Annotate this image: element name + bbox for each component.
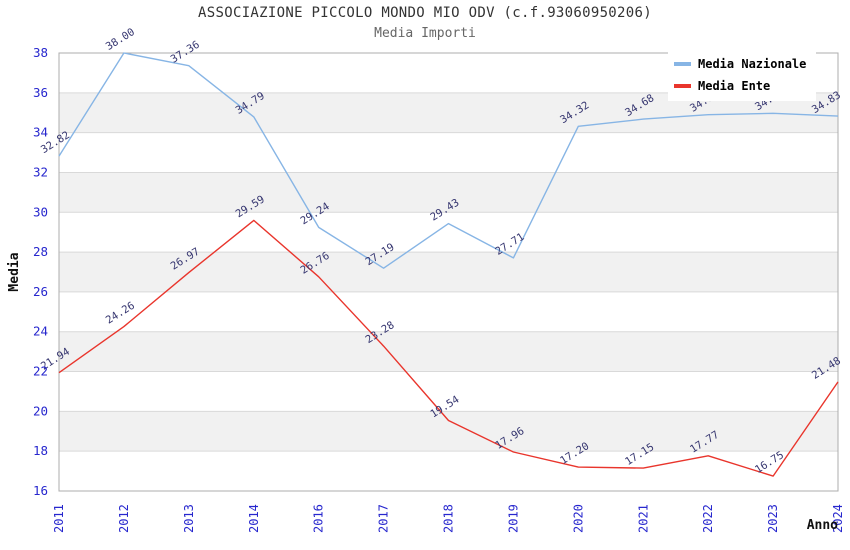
data-label: 38.00 [104,26,137,53]
series-line-media-nazionale [58,52,839,269]
y-tick-label: 32 [33,164,48,179]
legend-label: Media Nazionale [698,56,807,71]
data-label: 37.36 [169,39,202,66]
y-tick-label: 34 [33,125,48,140]
x-axis-title: Anno [807,518,838,533]
x-tick-label: 2012 [117,504,131,533]
y-tick-label: 36 [33,85,48,100]
x-tick-label: 2019 [506,504,520,533]
x-tick-label: 2020 [571,504,585,533]
chart-title: ASSOCIAZIONE PICCOLO MONDO MIO ODV (c.f.… [198,5,652,21]
x-tick-label: 2021 [636,504,650,533]
y-tick-label: 38 [33,45,48,60]
series-line-media-ente [58,219,839,477]
y-tick-label: 28 [33,244,48,259]
data-label: 24.26 [104,300,137,327]
y-tick-label: 16 [33,483,48,498]
legend-item-media-ente: Media Ente [668,76,816,95]
y-tick-label: 18 [33,443,48,458]
band-stripe [59,331,838,372]
x-tick-label: 2013 [182,504,196,533]
x-tick-label: 2023 [766,504,780,533]
x-tick-label: 2011 [52,504,66,533]
plot-border [58,52,839,492]
y-tick-label: 24 [33,324,48,339]
x-tick-label: 2018 [442,504,456,533]
y-tick-label: 26 [33,284,48,299]
y-tick-label: 30 [33,204,48,219]
x-tick-label: 2014 [247,504,261,533]
band-stripe [59,411,838,452]
legend-label: Media Ente [698,78,771,93]
chart-subtitle: Media Importi [374,26,476,41]
x-tick-label: 2024 [831,504,845,533]
y-tick-label: 22 [33,364,48,379]
data-label: 16.75 [753,449,786,476]
legend-line-swatch-icon [674,61,691,66]
legend-line-swatch-icon [674,83,691,88]
x-tick-label: 2017 [377,504,391,533]
y-axis-title: Media [7,252,22,291]
band-stripe [59,172,838,213]
x-tick-label: 2022 [701,504,715,533]
x-tick-label: 2016 [312,504,326,533]
y-tick-label: 20 [33,403,48,418]
legend: Media Nazionale Media Ente [668,51,816,101]
legend-item-media-nazionale: Media Nazionale [668,54,816,73]
